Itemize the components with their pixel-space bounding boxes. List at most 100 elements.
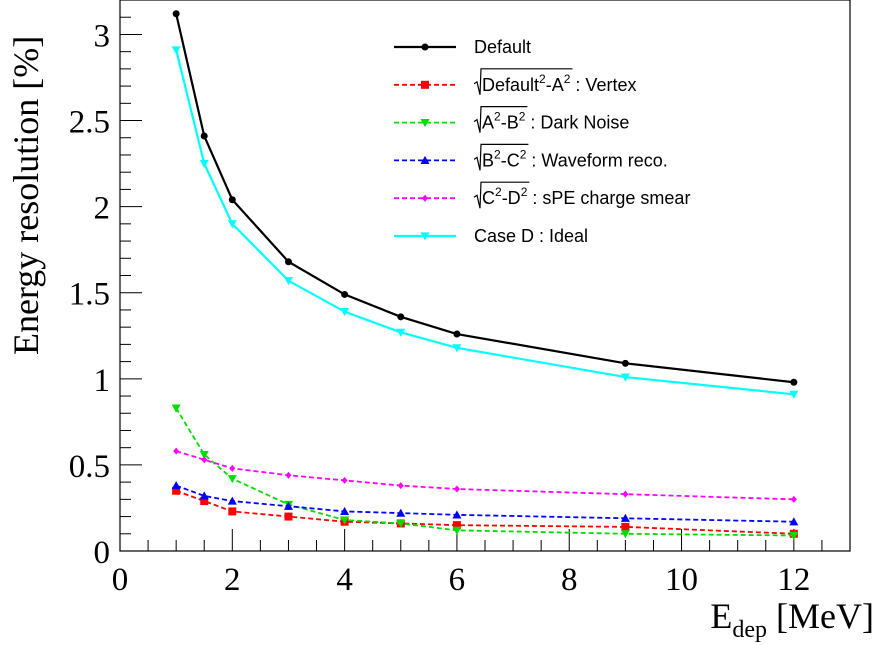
data-point xyxy=(452,526,462,535)
legend-label-superscript: 2 xyxy=(519,110,526,124)
y-axis-title: Energy resolution [%] xyxy=(6,36,46,355)
legend-marker xyxy=(421,43,429,51)
legend-label-superscript: 2 xyxy=(495,185,502,199)
data-point xyxy=(397,482,404,490)
data-point xyxy=(396,519,406,528)
data-point xyxy=(789,390,799,399)
legend-sqrt-sign xyxy=(473,105,528,133)
data-point xyxy=(200,497,209,506)
legend-label-superscript: 2 xyxy=(521,185,528,199)
legend-label-part: : Vertex xyxy=(570,75,636,95)
series-line xyxy=(175,450,794,501)
data-point xyxy=(396,328,406,337)
y-tick-label: 1.5 xyxy=(69,277,110,313)
data-point xyxy=(397,313,405,321)
series-group xyxy=(171,481,799,526)
x-tick-label: 0 xyxy=(112,562,129,598)
legend-label-superscript: 2 xyxy=(539,72,546,86)
data-point xyxy=(199,450,209,460)
legend-entry: B2​-C2​ : Waveform reco. xyxy=(394,143,668,171)
data-point xyxy=(227,220,237,229)
x-tick-label: 2 xyxy=(224,562,241,598)
x-axis-title-subscript: dep xyxy=(732,617,767,643)
data-point xyxy=(285,471,292,479)
x-tick-label: 4 xyxy=(336,562,353,598)
legend-label-part: Default xyxy=(482,75,539,95)
y-tick-label: 0.5 xyxy=(69,449,110,485)
data-point xyxy=(173,447,180,455)
data-point xyxy=(227,496,237,505)
data-point xyxy=(284,512,293,521)
data-point xyxy=(620,373,630,382)
data-point xyxy=(283,501,293,510)
legend-label-part: Default xyxy=(474,37,531,57)
legend-label-part: A xyxy=(482,113,494,133)
data-point xyxy=(341,476,348,484)
data-point xyxy=(340,516,350,525)
data-point xyxy=(172,10,180,18)
legend-label-superscript: 2 xyxy=(520,147,527,161)
data-point xyxy=(620,530,630,539)
data-point xyxy=(789,531,799,541)
legend-entry: A2​-B2​ : Dark Noise xyxy=(394,105,629,133)
data-point xyxy=(200,132,208,140)
legend-sqrt-sign xyxy=(473,68,573,95)
x-tick-label: 10 xyxy=(665,562,698,598)
y-tick-label: 2 xyxy=(94,191,111,227)
y-tick-label: 3 xyxy=(94,18,111,54)
series-group xyxy=(172,10,798,386)
legend-label-part: Case D : Ideal xyxy=(474,226,588,246)
series-line xyxy=(175,407,794,537)
data-point xyxy=(227,475,237,484)
x-tick-label: 8 xyxy=(561,562,578,598)
data-point xyxy=(228,196,236,204)
data-point xyxy=(199,159,209,169)
data-point xyxy=(453,485,460,493)
legend-label: A2​-B2​ : Dark Noise xyxy=(482,110,629,133)
data-point xyxy=(341,290,349,298)
legend-sqrt-sign xyxy=(473,181,530,209)
data-point xyxy=(621,359,629,367)
data-point xyxy=(228,507,237,516)
legend-entry: Case D : Ideal xyxy=(394,226,588,246)
data-point xyxy=(452,521,461,530)
x-axis-title-base: E xyxy=(710,596,732,636)
data-point xyxy=(790,378,798,386)
data-point xyxy=(201,456,208,464)
legend-label: C2​-D2​ : sPE charge smear xyxy=(482,185,690,208)
legend-label-superscript: 2 xyxy=(564,72,571,86)
legend-marker xyxy=(420,232,430,241)
tick-labels: 0 2 4 6 8 10 12 0 0.5 1 1.5 2 2.5 3 xyxy=(69,18,811,598)
data-point xyxy=(229,464,236,472)
y-tick-label: 1 xyxy=(94,363,111,399)
legend-label: Default2​-A2​ : Vertex xyxy=(482,72,636,95)
legend-marker xyxy=(420,155,430,164)
legend-marker xyxy=(421,80,429,89)
legend-entry: Default xyxy=(394,37,531,57)
legend-entry: C2​-D2​ : sPE charge smear xyxy=(394,181,690,209)
data-point xyxy=(622,490,629,498)
x-axis-title-unit: [MeV] xyxy=(767,596,874,636)
data-point xyxy=(621,522,630,531)
legend-label: B2​-C2​ : Waveform reco. xyxy=(482,147,668,170)
legend-label-part: -C xyxy=(501,150,520,170)
legend-label-part: : Waveform reco. xyxy=(526,150,667,170)
legend-label-superscript: 2 xyxy=(494,147,501,161)
series-group xyxy=(173,447,797,503)
data-point xyxy=(283,277,293,286)
legend-label-part: -B xyxy=(501,113,519,133)
legend-label-part: -A xyxy=(546,75,564,95)
data-point xyxy=(171,404,181,413)
series-layer xyxy=(171,10,799,541)
data-point xyxy=(790,495,797,503)
series-line xyxy=(175,484,794,523)
data-point xyxy=(453,330,461,338)
x-axis-title: Edep [MeV] xyxy=(710,596,874,643)
legend-marker xyxy=(420,119,430,128)
legend-marker xyxy=(422,194,428,202)
data-point xyxy=(171,46,181,55)
series-line xyxy=(175,49,794,396)
legend-label-part: B xyxy=(482,150,494,170)
